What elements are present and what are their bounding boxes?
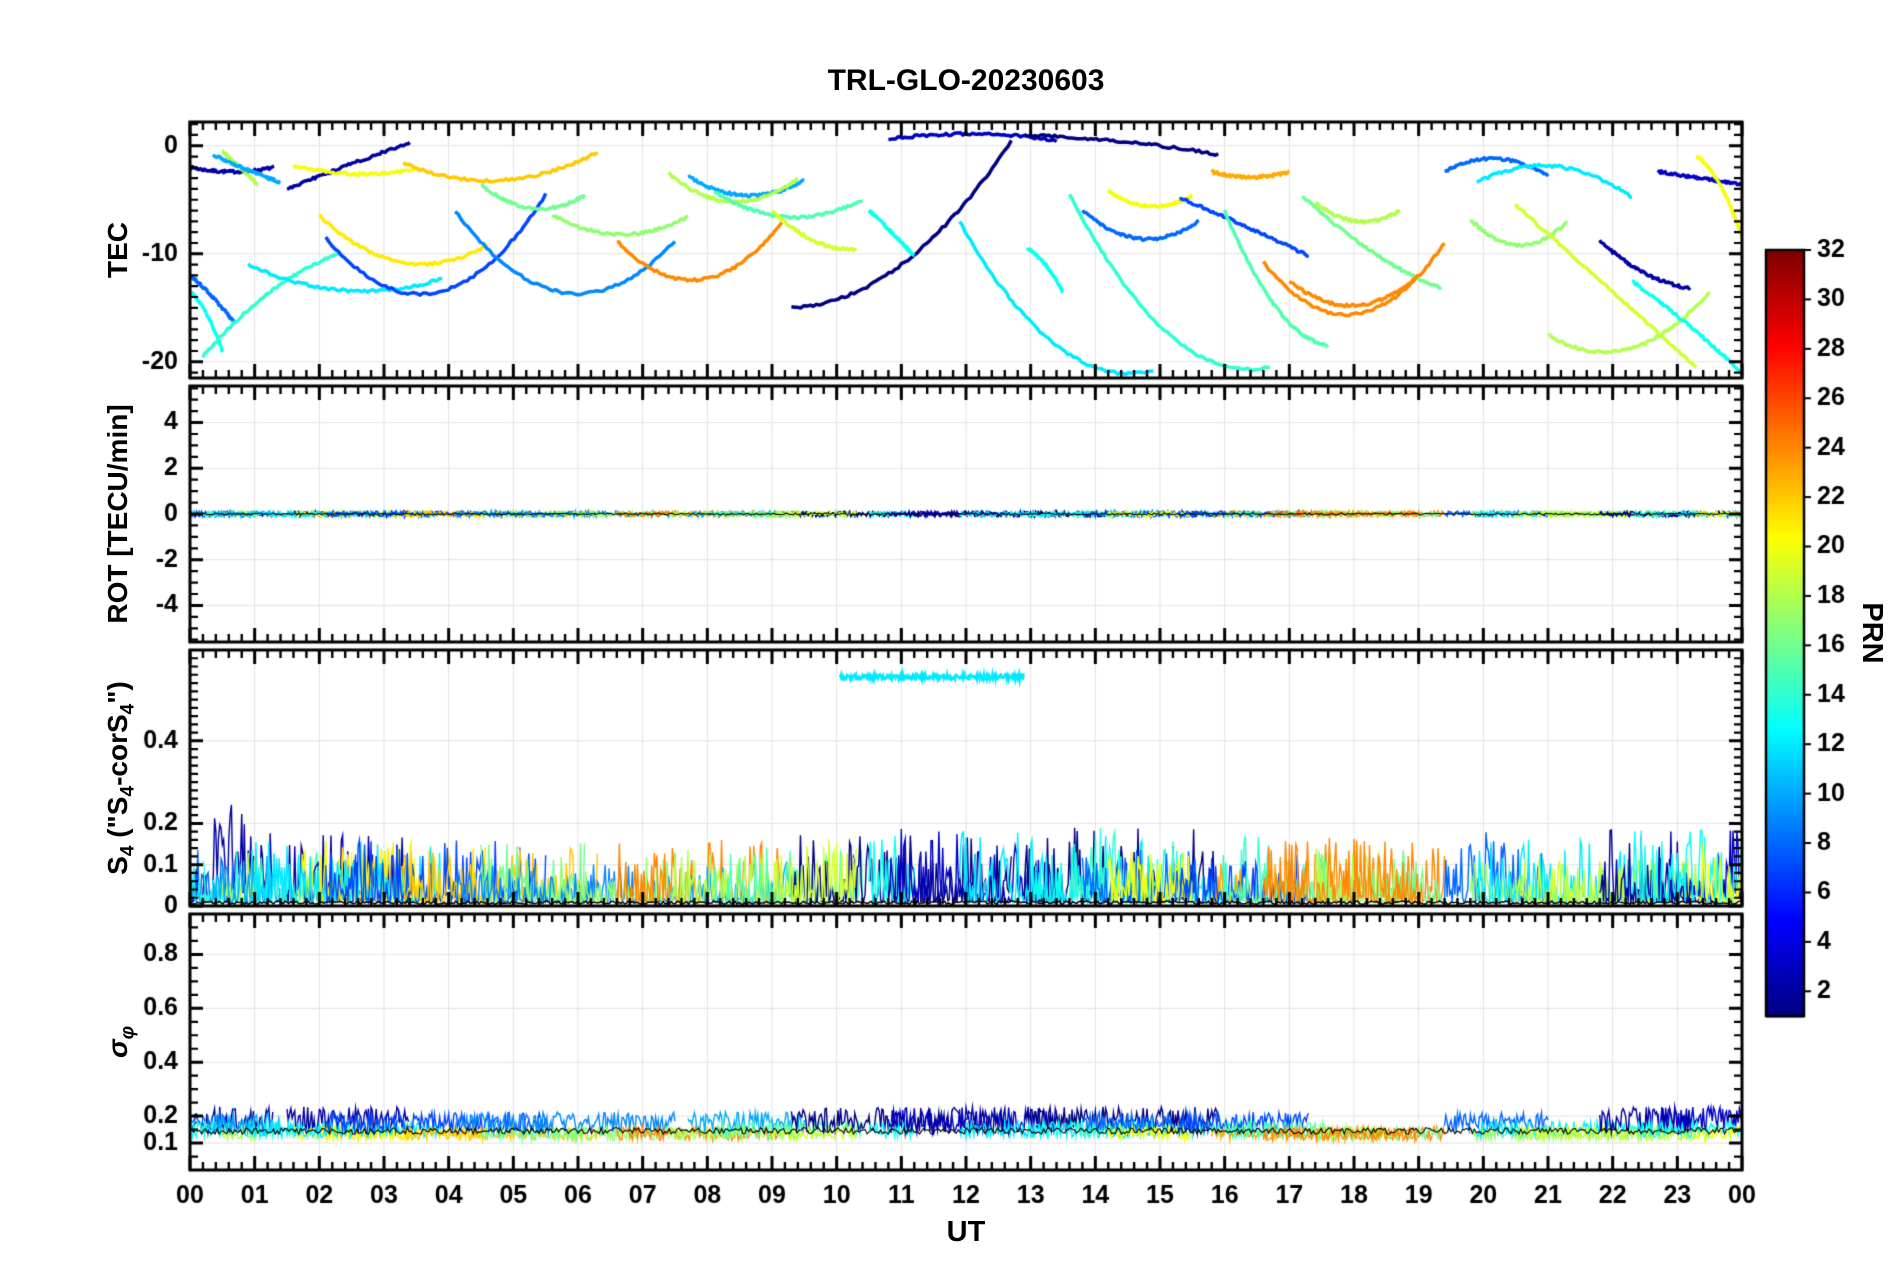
chart-title: TRL-GLO-20230603 xyxy=(827,64,1105,97)
x-axis-label: UT xyxy=(946,1216,986,1248)
y-axis-label-sigma-phi: σφ xyxy=(102,1026,139,1058)
colorbar-label: PRN xyxy=(1856,602,1888,664)
